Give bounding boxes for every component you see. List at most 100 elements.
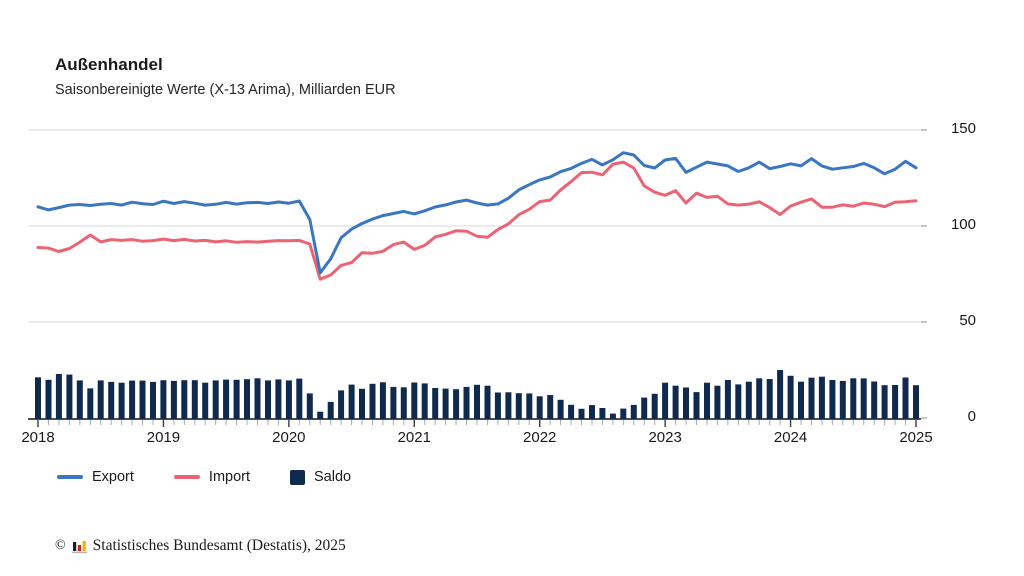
y-axis-label-150: 150 bbox=[950, 120, 976, 137]
saldo-bar bbox=[265, 380, 271, 419]
saldo-bar bbox=[463, 386, 470, 419]
saldo-bar bbox=[76, 380, 83, 419]
saldo-bar bbox=[244, 379, 250, 419]
saldo-bar bbox=[170, 380, 177, 419]
saldo-bar bbox=[254, 378, 261, 419]
export-line bbox=[36, 151, 918, 275]
saldo-bar bbox=[390, 386, 397, 419]
legend-label-import: Import bbox=[208, 469, 251, 485]
saldo-bar bbox=[777, 370, 784, 419]
saldo-bar bbox=[766, 379, 773, 419]
saldo-bar bbox=[683, 387, 689, 419]
chart-legend: Export Import Saldo bbox=[57, 469, 351, 485]
saldo-bar bbox=[839, 380, 846, 419]
saldo-bar bbox=[129, 380, 136, 419]
saldo-bar bbox=[662, 382, 669, 419]
saldo-bar bbox=[798, 381, 804, 419]
saldo-bar bbox=[892, 385, 899, 419]
y-axis-label-50: 50 bbox=[959, 312, 976, 329]
saldo-bar bbox=[515, 393, 522, 419]
saldo-bar bbox=[724, 380, 731, 419]
saldo-bar bbox=[400, 387, 407, 419]
saldo-bar bbox=[829, 380, 836, 419]
source-text: Statistisches Bundesamt (Destatis), 2025 bbox=[92, 537, 346, 554]
x-axis-label-2021: 2021 bbox=[397, 429, 431, 446]
saldo-bar bbox=[150, 381, 156, 419]
saldo-bar bbox=[672, 385, 679, 419]
saldo-bar bbox=[453, 389, 460, 419]
saldo-bar bbox=[651, 393, 658, 419]
import-line bbox=[36, 160, 918, 281]
source-note: © Statistisches Bundesamt (Destatis), 20… bbox=[55, 537, 346, 555]
saldo-bar bbox=[787, 375, 794, 419]
saldo-bar bbox=[212, 380, 219, 419]
saldo-square-swatch-icon bbox=[290, 469, 306, 485]
saldo-bar bbox=[348, 384, 355, 419]
saldo-bar bbox=[860, 378, 867, 419]
legend-label-export: Export bbox=[92, 469, 134, 485]
chart-subtitle: Saisonbereinigte Werte (X-13 Arima), Mil… bbox=[55, 82, 396, 98]
saldo-bar bbox=[630, 404, 637, 419]
saldo-bar bbox=[275, 379, 282, 419]
saldo-bar bbox=[421, 383, 428, 419]
saldo-bar bbox=[35, 377, 41, 419]
destatis-bar-chart-icon bbox=[71, 541, 87, 554]
saldo-bar bbox=[296, 378, 303, 419]
saldo-bar bbox=[735, 384, 742, 419]
saldo-bar bbox=[97, 380, 104, 419]
saldo-bar bbox=[641, 397, 648, 419]
saldo-bar bbox=[871, 381, 878, 419]
saldo-bar bbox=[139, 380, 146, 419]
saldo-bar bbox=[411, 382, 418, 419]
saldo-bar bbox=[181, 380, 188, 419]
saldo-bar bbox=[118, 382, 125, 419]
saldo-bar bbox=[191, 380, 198, 419]
x-axis-label-2019: 2019 bbox=[146, 429, 181, 446]
saldo-bar bbox=[609, 413, 616, 419]
saldo-bar bbox=[902, 377, 909, 419]
saldo-bar bbox=[589, 405, 595, 419]
saldo-bar bbox=[557, 399, 564, 419]
x-axis-label-2024: 2024 bbox=[773, 429, 808, 446]
saldo-bar bbox=[474, 384, 480, 419]
saldo-bar bbox=[818, 376, 825, 419]
saldo-bar bbox=[369, 383, 376, 419]
saldo-bar bbox=[913, 385, 919, 419]
x-axis-label-2018: 2018 bbox=[21, 429, 55, 446]
saldo-bar bbox=[745, 381, 752, 419]
saldo-bar bbox=[66, 374, 73, 419]
legend-item-import: Import bbox=[173, 469, 251, 485]
saldo-bar bbox=[494, 392, 501, 419]
saldo-bar bbox=[285, 380, 292, 419]
y-axis-label-0: 0 bbox=[967, 408, 976, 425]
saldo-bar bbox=[317, 411, 324, 419]
saldo-bar bbox=[578, 408, 585, 419]
saldo-bar bbox=[808, 377, 815, 419]
saldo-bar bbox=[484, 385, 491, 419]
chart-title: Außenhandel bbox=[55, 55, 163, 74]
saldo-bar bbox=[327, 401, 334, 419]
saldo-bar bbox=[536, 396, 543, 419]
saldo-bar bbox=[202, 382, 209, 419]
saldo-bar bbox=[693, 392, 700, 419]
legend-item-export: Export bbox=[57, 469, 134, 485]
saldo-bar bbox=[505, 392, 512, 419]
export-line-swatch-icon bbox=[57, 475, 83, 479]
saldo-bar bbox=[620, 408, 627, 419]
saldo-bar bbox=[160, 380, 167, 419]
saldo-bar bbox=[338, 390, 345, 419]
saldo-bar bbox=[432, 388, 439, 419]
x-axis-label-2025: 2025 bbox=[899, 429, 933, 446]
saldo-bar bbox=[526, 393, 533, 419]
saldo-bar bbox=[599, 408, 606, 419]
saldo-bar bbox=[714, 385, 721, 419]
saldo-bar bbox=[850, 378, 857, 419]
saldo-bar bbox=[379, 382, 386, 419]
saldo-bar bbox=[306, 393, 313, 419]
saldo-bar bbox=[756, 378, 763, 419]
saldo-bar bbox=[442, 388, 449, 419]
saldo-bar bbox=[881, 385, 888, 419]
import-line-swatch-icon bbox=[173, 475, 200, 479]
